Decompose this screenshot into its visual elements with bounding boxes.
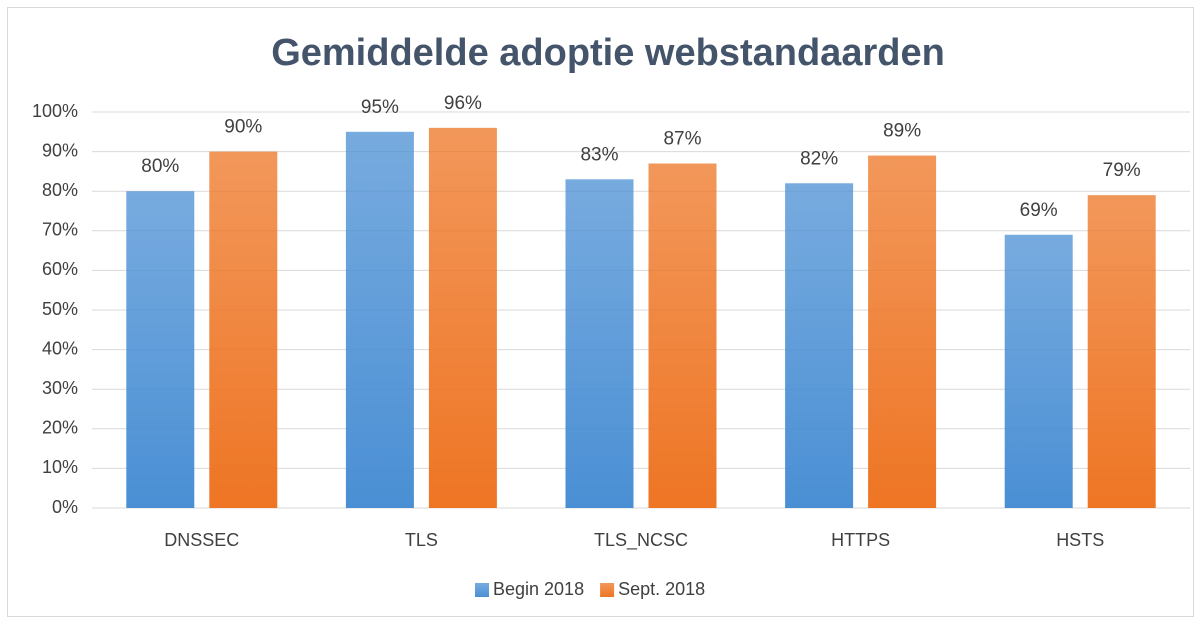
bar	[868, 155, 937, 508]
value-label: 69%	[1020, 200, 1058, 221]
bar	[126, 191, 195, 508]
x-tick-label: HTTPS	[831, 530, 890, 550]
bar	[209, 151, 278, 508]
bar	[1004, 234, 1073, 508]
y-tick-label: 0%	[52, 497, 78, 517]
legend-swatch	[600, 583, 615, 597]
legend-label: Begin 2018	[493, 579, 584, 599]
legend-label: Sept. 2018	[618, 579, 705, 599]
x-tick-label: DNSSEC	[164, 530, 239, 550]
value-label: 87%	[663, 128, 701, 149]
value-label: 80%	[141, 156, 179, 177]
bar	[428, 127, 497, 508]
legend-swatch	[475, 583, 489, 597]
y-tick-label: 100%	[32, 101, 78, 121]
y-tick-label: 50%	[42, 299, 78, 319]
x-tick-label: TLS	[405, 530, 438, 550]
bar	[345, 131, 414, 509]
bar	[1087, 195, 1156, 508]
value-label: 90%	[224, 117, 262, 138]
value-label: 96%	[444, 93, 482, 114]
y-tick-label: 20%	[42, 418, 78, 438]
y-tick-label: 90%	[42, 140, 78, 160]
value-label: 95%	[361, 97, 399, 118]
chart-title: Gemiddelde adoptie webstandaarden	[271, 32, 945, 74]
value-label: 79%	[1103, 160, 1141, 181]
y-tick-label: 10%	[42, 457, 78, 477]
y-tick-label: 70%	[42, 220, 78, 240]
value-label: 83%	[580, 144, 618, 165]
bar	[648, 163, 717, 509]
x-tick-label: HSTS	[1056, 530, 1104, 550]
value-label: 89%	[883, 121, 921, 142]
x-tick-label: TLS_NCSC	[594, 530, 688, 551]
y-tick-label: 30%	[42, 378, 78, 398]
y-tick-label: 40%	[42, 338, 78, 358]
y-tick-label: 80%	[42, 180, 78, 200]
bar	[785, 183, 854, 508]
value-label: 82%	[800, 148, 838, 169]
y-tick-label: 60%	[42, 259, 78, 279]
bar	[565, 179, 634, 508]
